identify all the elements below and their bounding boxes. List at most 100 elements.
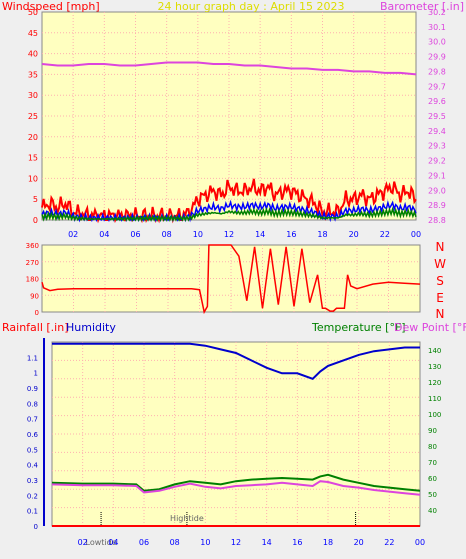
bottom-x-tick-label: 12: [231, 538, 241, 547]
rain-y-tick-label: 0.5: [27, 446, 38, 454]
temp-y-tick-label: 110: [428, 395, 441, 403]
top-x-tick-label: 14: [255, 230, 265, 239]
wind-y-tick-label: 40: [28, 50, 38, 59]
top-x-tick-label: 18: [317, 230, 327, 239]
baro-y-tick-label: 29.9: [428, 53, 446, 62]
temp-y-tick-label: 130: [428, 363, 441, 371]
baro-y-tick-label: 30.1: [428, 23, 446, 32]
baro-y-tick-label: 28.9: [428, 201, 446, 210]
wind-direction-line: [41, 244, 421, 315]
temperature-axis-label: Temperature [°F]: [311, 321, 406, 334]
rain-y-tick-label: 0.1: [27, 508, 38, 516]
bottom-x-tick-label: 02: [78, 538, 88, 547]
wind-series-group: [41, 178, 417, 224]
wind-calm-line: [41, 206, 417, 222]
rain-y-tick-label: 0.7: [27, 416, 38, 424]
bottom-x-tick-label: 08: [170, 538, 180, 547]
humidity-axis-label: Humidity: [66, 321, 116, 334]
baro-y-tick-label: 28.8: [428, 216, 446, 225]
temp-y-tick-label: 70: [428, 459, 437, 467]
bottom-x-tick-label: 22: [384, 538, 394, 547]
wind-y-tick-label: 25: [28, 112, 38, 121]
temp-y-tick-label: 60: [428, 475, 437, 483]
temp-y-tick-label: 120: [428, 379, 441, 387]
temperature-line: [51, 473, 421, 492]
temp-y-tick-label: 140: [428, 347, 441, 355]
tide-label: Hightide: [170, 514, 204, 523]
wind-y-tick-label: 15: [28, 154, 38, 163]
wind-y-tick-label: 5: [33, 195, 38, 204]
top-x-tick-label: 12: [224, 230, 234, 239]
baro-y-tick-label: 29.8: [428, 67, 446, 76]
top-x-tick-label: 10: [193, 230, 203, 239]
tide-label: Lowtide: [86, 538, 117, 547]
humidity-temp-grid: [52, 342, 420, 526]
baro-y-tick-label: 29.2: [428, 157, 446, 166]
top-x-tick-labels: 02 04 06 08 10 12 14 16 18 20 22 00: [68, 230, 421, 239]
bottom-x-tick-labels: 02 04 06 08 10 12 14 16 18 20 22 00: [78, 538, 426, 547]
baro-y-tick-labels: 28.8 28.9 29.0 29.1 29.2 29.3 29.4 29.5 29.6 29.7…: [428, 8, 446, 225]
top-x-tick-label: 04: [99, 230, 109, 239]
bottom-x-tick-label: 04: [108, 538, 118, 547]
baro-y-tick-label: 29.0: [428, 186, 446, 195]
rain-y-tick-label: 0.9: [27, 385, 38, 393]
temp-y-tick-label: 100: [428, 411, 441, 419]
direction-y-tick-label: 90: [30, 292, 39, 300]
direction-y-tick-label: 0: [35, 309, 39, 317]
bottom-x-tick-label: 20: [354, 538, 364, 547]
bottom-x-tick-label: 10: [200, 538, 210, 547]
direction-y-tick-label: 180: [26, 276, 39, 284]
bottom-x-tick-label: 06: [139, 538, 149, 547]
wind-average-line: [41, 199, 417, 223]
direction-grid: [42, 245, 420, 312]
temp-y-tick-label: 40: [428, 507, 437, 515]
top-x-tick-label: 06: [130, 230, 140, 239]
rain-y-tick-label: 0: [34, 523, 38, 531]
wind-y-tick-label: 0: [33, 216, 38, 225]
humidity-line: [52, 342, 420, 380]
compass-label: E: [436, 291, 444, 305]
wind-baro-grid: [42, 12, 416, 220]
tide-markers: Lowtide Hightide: [86, 512, 357, 547]
rainfall-axis-label: Rainfall [.in]: [2, 321, 69, 334]
top-x-tick-label: 22: [380, 230, 390, 239]
rain-y-tick-label: 0.6: [27, 431, 39, 439]
top-x-tick-label: 20: [349, 230, 359, 239]
compass-label: S: [436, 274, 444, 288]
chart-title: 24 hour graph day : April 15 2023: [158, 0, 345, 13]
temp-y-tick-labels: 40 50 60 70 80 90 100 110 120 130 140: [428, 347, 441, 515]
temp-y-tick-label: 50: [428, 491, 437, 499]
barometer-axis-label: Barometer [.in]: [380, 0, 464, 13]
barometer-line: [41, 61, 417, 76]
top-x-tick-label: 16: [286, 230, 296, 239]
bottom-x-tick-label: 16: [292, 538, 302, 547]
baro-y-tick-label: 29.4: [428, 127, 446, 136]
windspeed-line: [41, 178, 417, 224]
rain-y-tick-labels: 0 0.1 0.2 0.3 0.4 0.5 0.6 0.7 0.8 0.9 1 1.1: [27, 354, 39, 531]
windspeed-axis-label: Windspeed [mph]: [2, 0, 100, 13]
compass-label: W: [434, 257, 446, 271]
dew-point-axis-label: Dew Point [°F]: [394, 321, 466, 334]
dew-point-line: [51, 480, 421, 496]
wind-y-tick-label: 10: [28, 174, 38, 183]
bottom-x-tick-label: 00: [415, 538, 425, 547]
rain-y-tick-label: 0.4: [27, 462, 39, 470]
wind-y-tick-label: 20: [28, 133, 38, 142]
direction-y-tick-labels: 0 90 180 270 360: [26, 242, 39, 317]
direction-y-tick-label: 360: [26, 242, 39, 250]
baro-y-tick-label: 29.5: [428, 112, 446, 121]
top-x-tick-label: 08: [162, 230, 172, 239]
compass-label: N: [436, 240, 445, 254]
wind-y-tick-label: 30: [28, 91, 38, 100]
baro-y-tick-label: 29.6: [428, 97, 446, 106]
compass-labels: N W S E N: [434, 240, 446, 321]
rain-y-tick-label: 1: [34, 370, 38, 378]
wind-y-tick-labels: 0 5 10 15 20 25 30 35 40 45 50: [28, 8, 38, 225]
wind-y-tick-label: 50: [28, 8, 38, 17]
baro-y-tick-label: 29.1: [428, 171, 446, 180]
compass-label: N: [436, 307, 445, 321]
baro-y-tick-label: 30.0: [428, 38, 446, 47]
wind-y-tick-label: 45: [28, 29, 38, 38]
top-x-tick-label: 00: [411, 230, 421, 239]
